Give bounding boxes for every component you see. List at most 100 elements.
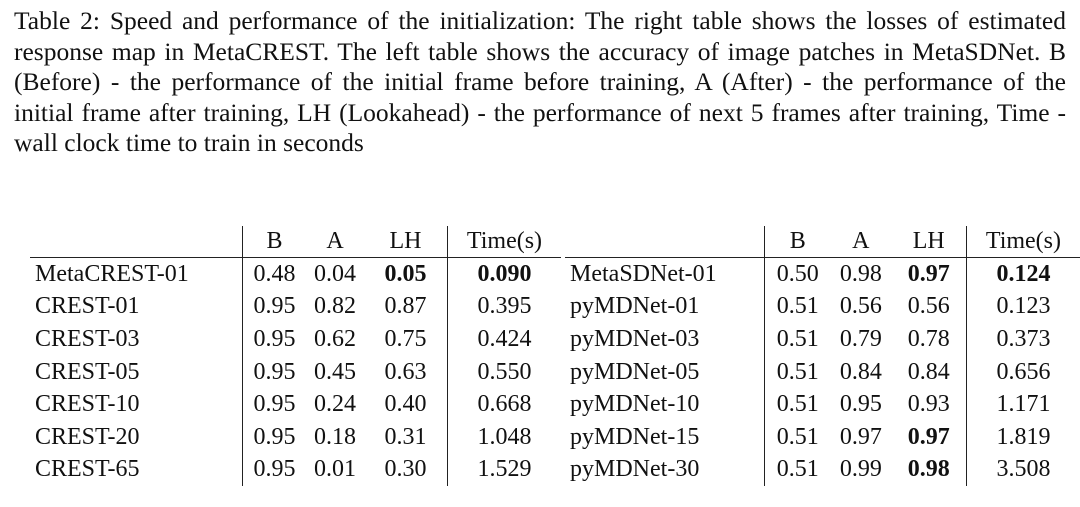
table-cell: 0.51 [776,358,819,385]
caption: Table 2: Speed and performance of the in… [14,6,1066,158]
table-cell: 0.79 [839,325,882,352]
table-cell: MetaCREST-01 [30,257,243,291]
table-cell: CREST-05 [30,355,243,389]
header-cell [565,226,766,258]
table-cell: pyMDNet-01 [565,290,766,324]
table-cell: 0.31 [364,420,448,454]
header-cell: B [242,226,306,258]
table-cell: 0.395 [477,293,532,320]
table-cell: 0.63 [364,355,448,389]
header-cell: Time(s) [447,226,561,258]
table-cell: 0.51 [776,391,819,418]
table-cell: CREST-10 [30,388,243,421]
table-cell: 0.090 [477,260,532,287]
table-cell: 0.84 [891,355,967,389]
table-cell: pyMDNet-15 [565,420,766,454]
table-row: CREST-05 0.95 0.45 0.63 0.550 [30,355,561,389]
table-cell: 0.01 [314,456,356,483]
table-cell: pyMDNet-10 [565,388,766,421]
table-cell: 3.508 [996,456,1051,483]
table-cell: 0.56 [839,293,882,320]
header-cell [30,226,243,258]
table-cell: 0.24 [314,391,356,418]
table-row: pyMDNet-05 0.51 0.84 0.84 0.656 [565,355,1080,389]
table-cell: 0.656 [996,358,1051,385]
table-cell: 0.93 [891,388,967,421]
table-cell: 0.30 [364,453,448,487]
table-row: MetaCREST-01 0.48 0.04 0.05 0.090 [30,257,561,291]
table-cell: 0.04 [314,260,356,287]
table-cell: 0.124 [996,260,1051,287]
table-cell: 0.95 [253,325,296,352]
table-cell: CREST-65 [30,453,243,487]
header-cell: LH [891,226,967,258]
table-cell: pyMDNet-03 [565,323,766,356]
table-row: CREST-03 0.95 0.62 0.75 0.424 [30,323,561,356]
table-cell: 0.51 [776,325,819,352]
table-row: pyMDNet-30 0.51 0.99 0.98 3.508 [565,453,1080,487]
header-cell: LH [364,226,448,258]
table-cell: 0.82 [314,293,356,320]
table-cell: MetaSDNet-01 [565,257,766,291]
table-cell: 0.668 [477,391,532,418]
table-cell: 0.97 [839,423,882,450]
table-cell: 0.95 [253,358,296,385]
header-cell: B [764,226,831,258]
table-cell: 0.98 [891,453,967,487]
table-cell: 0.75 [364,323,448,356]
table-cell: 0.95 [253,293,296,320]
table-cell: pyMDNet-05 [565,355,766,389]
table-cell: 1.171 [996,391,1051,418]
table-cell: 0.424 [477,325,532,352]
table-cell: 0.95 [253,456,296,483]
table-cell: 0.56 [891,290,967,324]
table-cell: 0.99 [839,456,882,483]
table-row: pyMDNet-03 0.51 0.79 0.78 0.373 [565,323,1080,356]
header-cell: A [306,226,364,258]
table-cell: 0.51 [776,456,819,483]
table-cell: 0.98 [839,260,882,287]
table-cell: 0.18 [314,423,356,450]
table-cell: 0.97 [891,420,967,454]
table-cell: 0.84 [839,358,882,385]
results-table: B A LH Time(s) MetaCREST-01 0.48 0.04 0.05 0.090… [30,226,561,487]
table-cell: 0.62 [314,325,356,352]
table-cell: 0.40 [364,388,448,421]
header-row: B A LH Time(s) [565,226,1080,258]
table-cell: pyMDNet-30 [565,453,766,487]
table-cell: 0.87 [364,290,448,324]
header-cell: Time(s) [966,226,1080,258]
table-cell: 0.51 [776,423,819,450]
table-cell: 0.48 [253,260,296,287]
table-row: MetaSDNet-01 0.50 0.98 0.97 0.124 [565,257,1080,291]
table-row: CREST-65 0.95 0.01 0.30 1.529 [30,453,561,487]
table-cell: 0.45 [314,358,356,385]
table-cell: 0.97 [891,257,967,291]
table-cell: 0.373 [996,325,1051,352]
table-cell: 1.819 [996,423,1051,450]
table-cell: 0.50 [776,260,819,287]
table-row: CREST-01 0.95 0.82 0.87 0.395 [30,290,561,324]
table-cell: 0.95 [839,391,882,418]
table-row: pyMDNet-01 0.51 0.56 0.56 0.123 [565,290,1080,324]
table-cell: CREST-03 [30,323,243,356]
table-row: pyMDNet-15 0.51 0.97 0.97 1.819 [565,420,1080,454]
table-row: pyMDNet-10 0.51 0.95 0.93 1.171 [565,388,1080,421]
table-cell: 0.123 [996,293,1051,320]
table-cell: 0.78 [891,323,967,356]
table-cell: 0.550 [477,358,532,385]
header-cell: A [830,226,892,258]
table-cell: 0.95 [253,391,296,418]
table-cell: 1.048 [477,423,532,450]
table-cell: 0.51 [776,293,819,320]
table-cell: 0.95 [253,423,296,450]
table-row: CREST-10 0.95 0.24 0.40 0.668 [30,388,561,421]
table-cell: 1.529 [477,456,532,483]
header-row: B A LH Time(s) [30,226,561,258]
table-cell: 0.05 [364,257,448,291]
table-cell: CREST-20 [30,420,243,454]
table-cell: CREST-01 [30,290,243,324]
results-table: B A LH Time(s) MetaSDNet-01 0.50 0.98 0.97 0.124… [565,226,1080,487]
table-row: CREST-20 0.95 0.18 0.31 1.048 [30,420,561,454]
